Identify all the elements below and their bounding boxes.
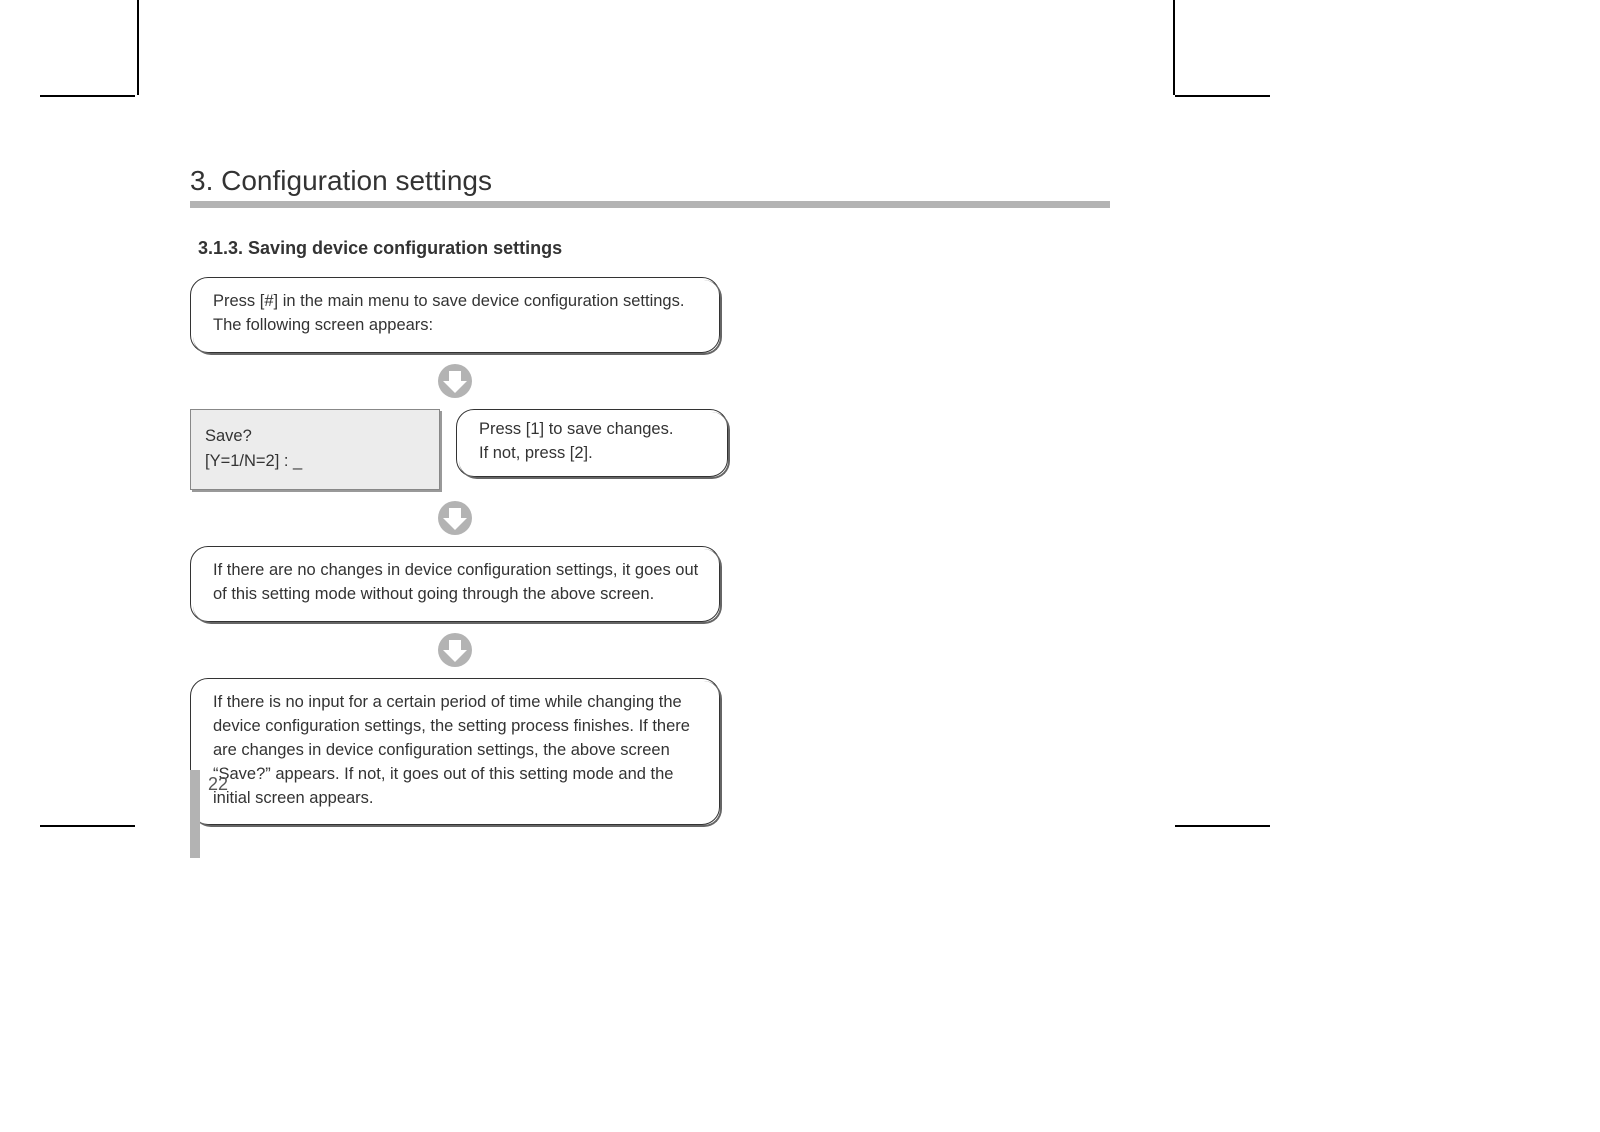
page-number: 22 <box>208 774 228 795</box>
crop-mark <box>40 95 135 97</box>
callout-text: If there is no input for a certain perio… <box>213 693 690 807</box>
callout-text: If there are no changes in device config… <box>213 561 698 603</box>
instruction-callout: Press [1] to save changes. If not, press… <box>456 409 728 477</box>
section-title: 3.1.3. Saving device configuration setti… <box>198 238 1110 259</box>
down-arrow-icon <box>190 500 720 536</box>
crop-mark <box>1173 0 1175 95</box>
crop-mark <box>137 0 139 95</box>
crop-mark <box>1175 825 1270 827</box>
instruction-callout: If there are no changes in device config… <box>190 546 720 622</box>
callout-line: Press [1] to save changes. <box>479 418 709 442</box>
down-arrow-icon <box>190 632 720 668</box>
instruction-callout: If there is no input for a certain perio… <box>190 678 720 826</box>
callout-line: Press [#] in the main menu to save devic… <box>213 290 701 314</box>
instruction-callout: Press [#] in the main menu to save devic… <box>190 277 720 353</box>
crop-mark <box>1175 95 1270 97</box>
chapter-underline <box>190 201 1110 208</box>
chapter-title: 3. Configuration settings <box>190 165 1110 197</box>
callout-line: If not, press [2]. <box>479 442 709 466</box>
callout-line: The following screen appears: <box>213 314 701 338</box>
page-content: 3. Configuration settings 3.1.3. Saving … <box>190 165 1110 825</box>
terminal-screen: Save? [Y=1/N=2] : _ <box>190 409 440 490</box>
screen-line: [Y=1/N=2] : _ <box>205 449 425 475</box>
down-arrow-icon <box>190 363 720 399</box>
screen-line: Save? <box>205 424 425 450</box>
crop-mark <box>40 825 135 827</box>
screen-and-note-row: Save? [Y=1/N=2] : _ Press [1] to save ch… <box>190 409 1110 490</box>
page-number-bar <box>190 770 200 858</box>
